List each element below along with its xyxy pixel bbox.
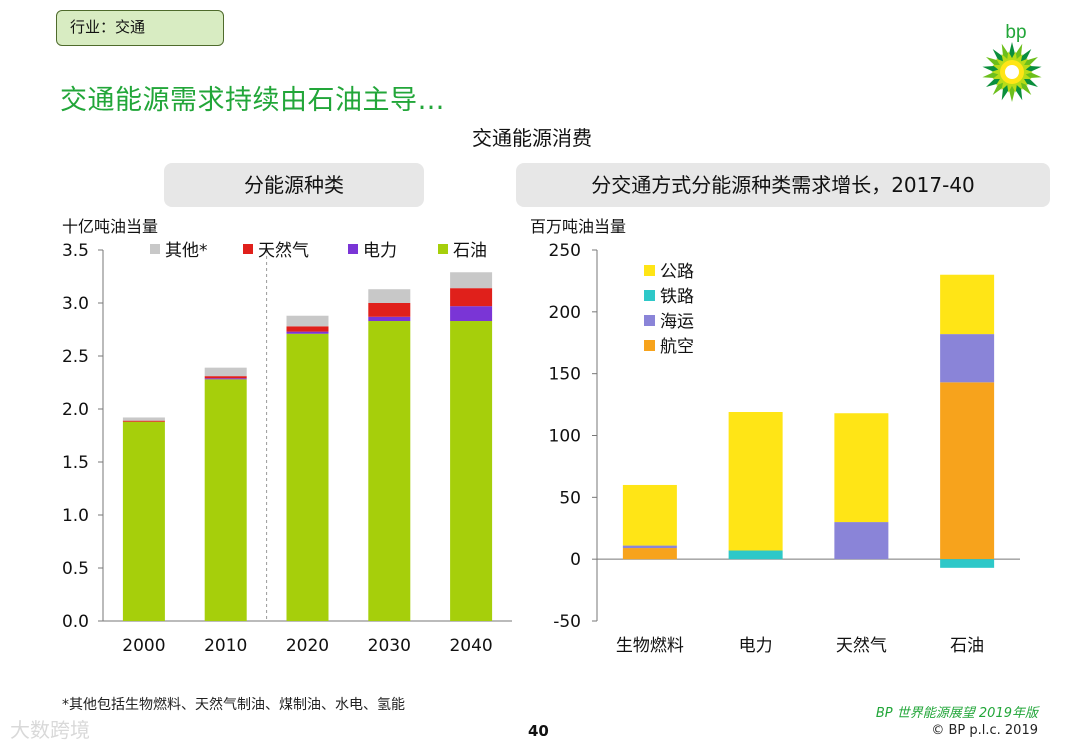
y-tick-label: 2.5 <box>62 347 89 367</box>
legend-label: 天然气 <box>258 241 309 261</box>
bar-segment-生物燃料-marine <box>622 545 677 549</box>
legend-label: 石油 <box>453 241 487 261</box>
bar-segment-石油-road <box>940 274 995 335</box>
bar-segment-2040-gas <box>450 288 493 307</box>
bar-segment-天然气-road <box>834 413 889 523</box>
y-tick-label: 1.5 <box>62 453 89 473</box>
bar-segment-2010-electricity <box>204 378 247 380</box>
watermark: 大数跨境 <box>10 718 90 742</box>
x-tick-label: 2040 <box>449 636 492 656</box>
legend-swatch-other <box>150 244 160 254</box>
bar-segment-石油-rail <box>940 559 995 568</box>
page-title: 交通能源需求持续由石油主导… <box>60 85 445 116</box>
x-tick-label: 2000 <box>122 636 165 656</box>
bar-segment-2040-oil <box>450 321 493 621</box>
bar-segment-生物燃料-road <box>622 484 677 546</box>
y-tick-label: 250 <box>549 241 581 261</box>
y-tick-label: 50 <box>559 488 581 508</box>
x-tick-label: 2010 <box>204 636 247 656</box>
x-tick-label: 生物燃料 <box>616 636 684 656</box>
industry-tag: 行业：交通 <box>56 10 224 46</box>
y-tick-label: 0.0 <box>62 612 89 632</box>
legend-swatch-electricity <box>348 244 358 254</box>
x-tick-label: 天然气 <box>836 636 887 656</box>
bar-segment-2040-electricity <box>450 306 493 322</box>
bar-segment-2000-gas <box>122 420 165 422</box>
y-tick-label: 3.5 <box>62 241 89 261</box>
bar-segment-2020-other <box>286 315 329 327</box>
bar-segment-2030-electricity <box>368 316 411 322</box>
legend-label: 海运 <box>660 312 694 332</box>
legend-swatch-gas <box>243 244 253 254</box>
bar-segment-2020-electricity <box>286 331 329 334</box>
bar-segment-生物燃料-aviation <box>622 548 677 560</box>
left-panel-title: 分能源种类 <box>164 163 424 207</box>
page-number: 40 <box>528 722 549 740</box>
bar-segment-2020-oil <box>286 333 329 621</box>
y-tick-label: 200 <box>549 303 581 323</box>
y-axis-label: 百万吨油当量 <box>530 217 626 236</box>
bar-segment-石油-marine <box>940 334 995 383</box>
bar-segment-2000-oil <box>122 421 165 621</box>
legend-label: 电力 <box>363 241 397 261</box>
legend-swatch-oil <box>438 244 448 254</box>
bar-segment-2020-gas <box>286 326 329 332</box>
logo-text: bp <box>1005 22 1026 43</box>
transport-growth-chart: 百万吨油当量 -50 0 50 100 150 200 250 生物燃料 电力 天然气 石油 公路铁路海… <box>530 217 1020 656</box>
bar-segment-2040-other <box>450 272 493 289</box>
bar-segment-2010-oil <box>204 379 247 621</box>
x-tick-label: 石油 <box>950 636 984 656</box>
bar-segment-2000-other <box>122 417 165 421</box>
legend-label: 铁路 <box>660 287 694 307</box>
legend-label: 其他* <box>165 241 208 261</box>
x-tick-label: 2020 <box>286 636 329 656</box>
legend-swatch-road <box>644 265 655 276</box>
energy-type-chart: 十亿吨油当量 0.0 0.5 1.0 1.5 2.0 2.5 3.0 3.5 2000 2010 20… <box>62 217 512 656</box>
bar-segment-天然气-marine <box>834 522 889 560</box>
legend-label: 航空 <box>660 337 694 357</box>
bar-segment-石油-aviation <box>940 382 995 560</box>
right-panel-title: 分交通方式分能源种类需求增长，2017-40 <box>516 163 1050 207</box>
y-tick-label: 150 <box>549 365 581 385</box>
y-tick-label: 2.0 <box>62 400 89 420</box>
y-axis-label: 十亿吨油当量 <box>62 217 158 236</box>
bar-segment-电力-road <box>728 412 783 551</box>
legend-swatch-rail <box>644 290 655 301</box>
bar-segment-电力-rail <box>728 550 783 560</box>
bar-segment-2010-other <box>204 367 247 377</box>
y-tick-label: 1.0 <box>62 506 89 526</box>
bar-segment-2030-gas <box>368 303 411 317</box>
section-subtitle: 交通能源消费 <box>472 126 592 150</box>
legend-swatch-marine <box>644 315 655 326</box>
footnote: *其他包括生物燃料、天然气制油、煤制油、水电、氢能 <box>62 697 405 713</box>
bar-segment-2010-gas <box>204 376 247 379</box>
legend-label: 公路 <box>660 262 694 282</box>
bp-logo-icon: bp <box>982 22 1042 102</box>
y-tick-label: 0.5 <box>62 559 89 579</box>
y-tick-label: 0 <box>570 550 581 570</box>
legend-swatch-aviation <box>644 340 655 351</box>
y-tick-label: -50 <box>553 612 581 632</box>
x-tick-label: 2030 <box>368 636 411 656</box>
copyright: © BP p.l.c. 2019 <box>931 723 1038 738</box>
bar-segment-2030-other <box>368 289 411 303</box>
y-tick-label: 100 <box>549 427 581 447</box>
bar-segment-2030-oil <box>368 321 411 621</box>
source-note: BP 世界能源展望 2019年版 <box>875 706 1038 721</box>
y-tick-label: 3.0 <box>62 294 89 314</box>
x-tick-label: 电力 <box>739 636 773 656</box>
